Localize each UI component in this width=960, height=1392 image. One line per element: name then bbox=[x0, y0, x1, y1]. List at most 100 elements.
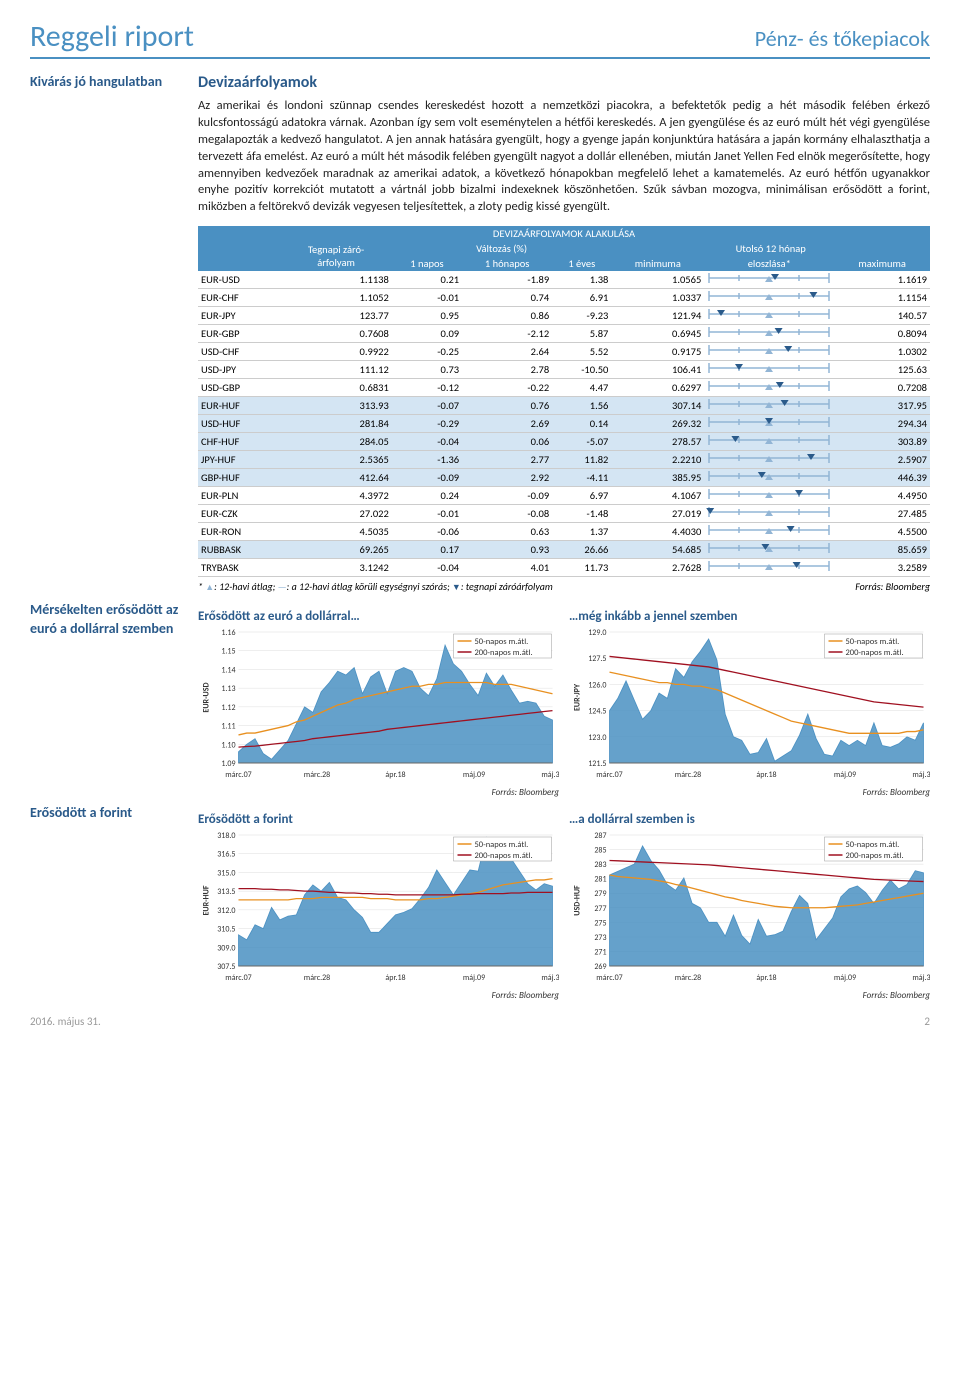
chart-eur-huf: 307.5309.0310.5312.0313.5315.0316.5318.0… bbox=[198, 829, 559, 984]
svg-text:máj.09: máj.09 bbox=[463, 973, 485, 983]
table-row: EUR-RON4.5035-0.060.631.374.40304.5500 bbox=[198, 523, 930, 541]
chart2-source: Forrás: Bloomberg bbox=[569, 787, 930, 798]
svg-text:máj.30: máj.30 bbox=[912, 973, 930, 983]
table-row: USD-CHF0.9922-0.252.645.520.91751.0302 bbox=[198, 343, 930, 361]
svg-text:310.5: 310.5 bbox=[217, 925, 235, 935]
svg-text:200-napos m.átl.: 200-napos m.átl. bbox=[475, 648, 533, 658]
svg-text:124.5: 124.5 bbox=[588, 707, 606, 717]
th-dist: eloszlása* bbox=[704, 256, 834, 271]
table-source: Forrás: Bloomberg bbox=[855, 580, 930, 593]
svg-text:50-napos m.átl.: 50-napos m.átl. bbox=[475, 637, 529, 647]
svg-text:EUR-HUF: EUR-HUF bbox=[202, 885, 212, 915]
header-title: Reggeli riport bbox=[30, 18, 194, 55]
svg-text:315.0: 315.0 bbox=[217, 869, 235, 879]
th-change: Változás (%) bbox=[392, 241, 612, 256]
svg-text:123.0: 123.0 bbox=[588, 733, 606, 743]
footer-page: 2 bbox=[924, 1015, 930, 1028]
table-row: EUR-JPY123.770.950.86-9.23121.94140.57 bbox=[198, 307, 930, 325]
svg-text:márc.07: márc.07 bbox=[225, 973, 251, 983]
svg-text:máj.09: máj.09 bbox=[834, 770, 856, 780]
svg-text:269: 269 bbox=[594, 962, 606, 972]
section-title: Devizaárfolyamok bbox=[198, 73, 930, 92]
svg-text:máj.30: máj.30 bbox=[541, 770, 559, 780]
page-footer: 2016. május 31. 2 bbox=[30, 1015, 930, 1028]
svg-text:279: 279 bbox=[594, 889, 606, 899]
sidebar-note-1: Kivárás jó hangulatban bbox=[30, 73, 180, 92]
th-min: minimuma bbox=[611, 256, 704, 271]
svg-text:márc.28: márc.28 bbox=[675, 770, 701, 780]
table-row: TRYBASK3.1242-0.044.0111.732.76283.2589 bbox=[198, 559, 930, 577]
chart1-title: Erősödött az euró a dollárral… bbox=[198, 609, 559, 624]
svg-text:márc.07: márc.07 bbox=[596, 973, 622, 983]
table-row: USD-JPY111.120.732.78-10.50106.41125.63 bbox=[198, 361, 930, 379]
svg-text:200-napos m.átl.: 200-napos m.átl. bbox=[846, 851, 904, 861]
svg-text:277: 277 bbox=[594, 904, 606, 914]
svg-text:127.5: 127.5 bbox=[588, 654, 606, 664]
svg-text:márc.28: márc.28 bbox=[304, 770, 330, 780]
chart3-title: Erősödött a forint bbox=[198, 812, 559, 827]
svg-text:máj.09: máj.09 bbox=[463, 770, 485, 780]
svg-text:318.0: 318.0 bbox=[217, 831, 235, 841]
svg-text:307.5: 307.5 bbox=[217, 962, 235, 972]
svg-text:1.13: 1.13 bbox=[221, 684, 235, 694]
table-row: GBP-HUF412.64-0.092.92-4.11385.95446.39 bbox=[198, 469, 930, 487]
svg-text:271: 271 bbox=[594, 948, 606, 958]
table-footnote-left: * ▲: 12-havi átlag; —: a 12-havi átlag k… bbox=[198, 580, 553, 593]
svg-text:márc.07: márc.07 bbox=[596, 770, 622, 780]
svg-text:275: 275 bbox=[594, 918, 606, 928]
svg-text:márc.28: márc.28 bbox=[304, 973, 330, 983]
th-close: Tegnapi záró- árfolyam bbox=[280, 241, 391, 271]
svg-text:50-napos m.átl.: 50-napos m.átl. bbox=[846, 840, 900, 850]
svg-text:1.09: 1.09 bbox=[221, 759, 235, 769]
table-row: EUR-USD1.11380.21-1.891.381.05651.1619 bbox=[198, 271, 930, 289]
svg-text:126.0: 126.0 bbox=[588, 681, 606, 691]
svg-text:287: 287 bbox=[594, 831, 606, 841]
svg-text:márc.07: márc.07 bbox=[225, 770, 251, 780]
body-paragraph: Az amerikai és londoni szünnap csendes k… bbox=[198, 98, 930, 216]
th-last12: Utolsó 12 hónap bbox=[611, 241, 930, 256]
chart2-title: …még inkább a jennel szemben bbox=[569, 609, 930, 624]
chart3-source: Forrás: Bloomberg bbox=[198, 990, 559, 1001]
table-row: USD-HUF281.84-0.292.690.14269.32294.34 bbox=[198, 415, 930, 433]
svg-text:1.15: 1.15 bbox=[221, 647, 235, 657]
svg-text:ápr.18: ápr.18 bbox=[385, 770, 405, 780]
svg-text:EUR-JPY: EUR-JPY bbox=[573, 683, 583, 711]
svg-text:50-napos m.átl.: 50-napos m.átl. bbox=[475, 840, 529, 850]
chart-eur-jpy: 121.5 123.0 124.5 126.0 127.5 129.0 márc.07 már… bbox=[569, 626, 930, 781]
svg-text:121.5: 121.5 bbox=[588, 759, 606, 769]
fx-table: DEVIZAÁRFOLYAMOK ALAKULÁSA Tegnapi záró-… bbox=[198, 226, 930, 577]
chart1-source: Forrás: Bloomberg bbox=[198, 787, 559, 798]
svg-text:200-napos m.átl.: 200-napos m.átl. bbox=[475, 851, 533, 861]
svg-text:285: 285 bbox=[594, 846, 606, 856]
svg-text:1.10: 1.10 bbox=[221, 740, 235, 750]
svg-text:márc.28: márc.28 bbox=[675, 973, 701, 983]
th-1m: 1 hónapos bbox=[462, 256, 552, 271]
svg-text:313.5: 313.5 bbox=[217, 887, 235, 897]
table-row: CHF-HUF284.05-0.040.06-5.07278.57303.89 bbox=[198, 433, 930, 451]
svg-text:129.0: 129.0 bbox=[588, 628, 606, 638]
table-row: RUBBASK69.2650.170.9326.6654.68585.659 bbox=[198, 541, 930, 559]
svg-text:ápr.18: ápr.18 bbox=[756, 770, 776, 780]
table-row: JPY-HUF2.5365-1.362.7711.822.22102.5907 bbox=[198, 451, 930, 469]
svg-text:312.0: 312.0 bbox=[217, 906, 235, 916]
svg-text:281: 281 bbox=[594, 875, 606, 885]
svg-text:USD-HUF: USD-HUF bbox=[573, 885, 583, 916]
chart4-title: …a dollárral szemben is bbox=[569, 812, 930, 827]
footer-date: 2016. május 31. bbox=[30, 1015, 101, 1028]
svg-text:EUR-USD: EUR-USD bbox=[202, 683, 212, 713]
table-footnote: * ▲: 12-havi átlag; —: a 12-havi átlag k… bbox=[198, 580, 930, 593]
table-row: EUR-GBP0.76080.09-2.125.870.69450.8094 bbox=[198, 325, 930, 343]
svg-text:273: 273 bbox=[594, 933, 606, 943]
svg-text:309.0: 309.0 bbox=[217, 943, 235, 953]
sidebar-note-3: Erősödött a forint bbox=[30, 804, 180, 823]
table-banner: DEVIZAÁRFOLYAMOK ALAKULÁSA bbox=[198, 226, 930, 241]
th-1d: 1 napos bbox=[392, 256, 462, 271]
svg-text:ápr.18: ápr.18 bbox=[756, 973, 776, 983]
svg-text:1.12: 1.12 bbox=[221, 703, 235, 713]
svg-text:200-napos m.átl.: 200-napos m.átl. bbox=[846, 648, 904, 658]
svg-text:283: 283 bbox=[594, 860, 606, 870]
chart4-source: Forrás: Bloomberg bbox=[569, 990, 930, 1001]
chart-usd-huf: 269 271 273 275 277 279 281 283 285 287 márc.07 már… bbox=[569, 829, 930, 984]
svg-text:máj.30: máj.30 bbox=[912, 770, 930, 780]
table-row: USD-GBP0.6831-0.12-0.224.470.62970.7208 bbox=[198, 379, 930, 397]
